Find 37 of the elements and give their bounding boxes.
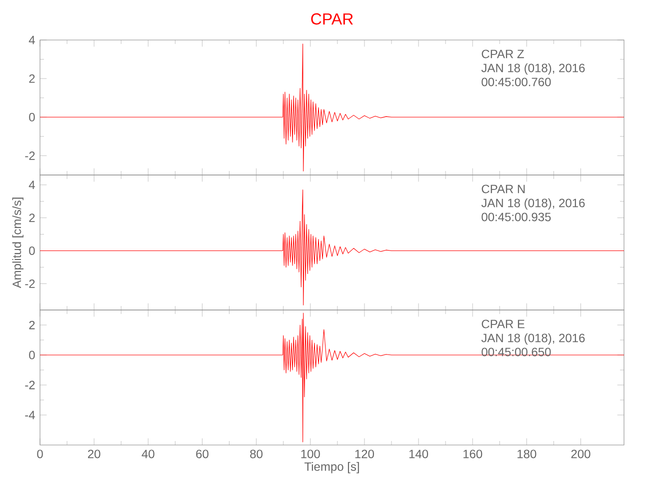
line-series [40, 312, 624, 442]
annotation: CPAR E [482, 320, 524, 328]
x-axis-title: Tiempo [s] [304, 462, 359, 474]
y-tick-label: 0 [29, 246, 35, 255]
annotation: 00:45:00.650 [482, 348, 551, 356]
annotation: JAN 18 (018), 2016 [481, 198, 585, 210]
annotation: 00:45:00.760 [482, 78, 551, 86]
chart-title: CPAR [311, 13, 353, 25]
y-tick-label: -2 [25, 279, 35, 288]
x-tick-label: 100 [301, 450, 320, 458]
x-tick-label: 120 [355, 450, 374, 458]
x-tick-label: 140 [409, 450, 428, 458]
y-tick-label: 2 [29, 214, 35, 222]
x-tick-label: 20 [88, 450, 100, 458]
x-tick-label: 180 [518, 450, 536, 458]
annotation: JAN 18 (018), 2016 [481, 333, 585, 345]
y-tick-label: -2 [25, 380, 35, 390]
x-tick-label: 200 [571, 450, 590, 458]
y-tick-label: 2 [29, 74, 35, 83]
y-axis-title: Amplitud [cm/s/s] [12, 198, 24, 288]
y-tick-label: 2 [29, 320, 35, 330]
x-tick-label: 160 [464, 450, 482, 458]
x-tick-label: 80 [250, 450, 263, 458]
annotation: 00:45:00.935 [482, 212, 551, 222]
y-tick-label: 0 [29, 112, 35, 122]
y-tick-label: -2 [25, 152, 35, 160]
annotation: CPAR Z [482, 50, 524, 58]
x-tick-label: 0 [37, 450, 43, 458]
x-tick-label: 60 [196, 450, 208, 458]
annotation: CPAR N [482, 184, 525, 194]
x-tick-label: 40 [142, 450, 154, 458]
y-tick-label: 4 [28, 36, 35, 44]
y-tick-label: 0 [29, 350, 35, 360]
annotation: JAN 18 (018), 2016 [481, 63, 585, 75]
y-tick-label: -4 [25, 410, 35, 420]
line-series [40, 44, 624, 172]
y-tick-label: 4 [28, 180, 35, 190]
